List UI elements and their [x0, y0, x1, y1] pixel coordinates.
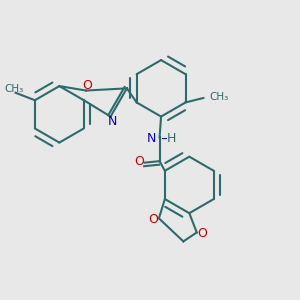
Text: H: H	[167, 132, 176, 146]
Text: O: O	[134, 155, 144, 168]
Text: CH₃: CH₃	[4, 84, 24, 94]
Text: N: N	[107, 115, 117, 128]
Text: N: N	[147, 132, 157, 146]
Text: CH₃: CH₃	[209, 92, 229, 101]
Text: O: O	[82, 79, 92, 92]
Text: O: O	[148, 213, 158, 226]
Text: O: O	[197, 227, 207, 241]
